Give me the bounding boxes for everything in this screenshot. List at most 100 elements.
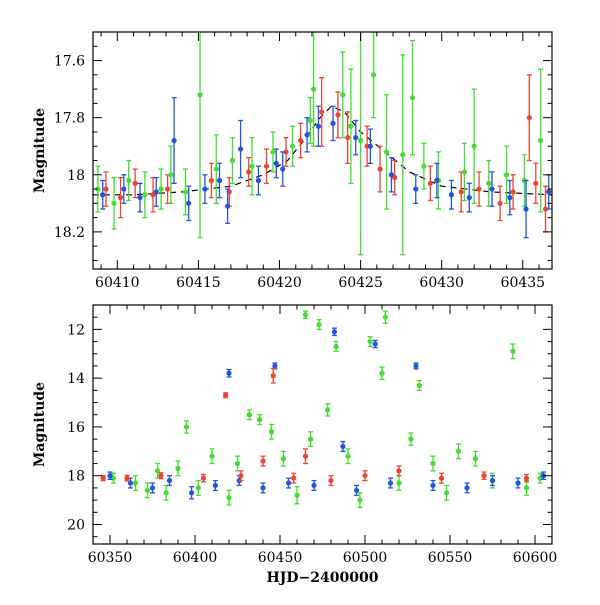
data-point-red <box>481 471 487 481</box>
point-marker <box>471 143 477 149</box>
point-marker <box>117 195 124 201</box>
x-tick-label: 60600 <box>513 550 558 566</box>
point-marker <box>195 485 201 491</box>
point-marker <box>208 177 214 184</box>
point-marker <box>144 487 150 493</box>
point-marker <box>507 195 513 201</box>
point-marker <box>325 407 331 413</box>
data-point-red <box>283 137 289 167</box>
point-marker <box>367 338 373 345</box>
y-tick-label: 18.2 <box>54 225 85 241</box>
data-point-red <box>458 171 464 213</box>
point-marker <box>408 436 414 442</box>
point-marker <box>421 163 427 169</box>
point-marker <box>330 120 336 126</box>
data-point-green <box>325 403 331 417</box>
data-point-green <box>234 455 241 472</box>
data-point-red <box>158 472 164 480</box>
data-point-green <box>268 423 275 440</box>
data-point-blue <box>107 471 113 481</box>
point-marker <box>223 392 229 398</box>
data-point-red <box>396 465 402 477</box>
point-marker <box>107 473 113 479</box>
data-point-red <box>238 470 244 482</box>
point-marker <box>340 443 346 450</box>
point-marker <box>331 329 337 335</box>
y-tick-label: 17.6 <box>54 54 85 70</box>
data-point-blue <box>523 179 529 239</box>
data-point-green <box>308 431 314 448</box>
point-marker <box>416 382 422 389</box>
data-point-red <box>165 174 171 204</box>
data-point-green <box>472 450 479 467</box>
data-point-blue <box>515 477 521 489</box>
point-marker <box>311 482 317 489</box>
point-marker <box>209 453 215 459</box>
data-point-red <box>392 159 398 196</box>
point-marker <box>515 480 521 486</box>
point-marker <box>182 189 189 195</box>
data-point-green <box>95 165 101 213</box>
data-point-blue <box>280 151 286 187</box>
bottom-panel-full-light-curve: 60350 60400 60450 60500 60550 60600 12 14 16 18 20… <box>32 304 558 586</box>
data-point-blue <box>340 440 346 452</box>
x-tick-label: 60500 <box>343 550 388 566</box>
data-point-blue <box>413 362 419 370</box>
point-marker <box>489 477 496 484</box>
point-marker <box>158 473 164 479</box>
data-point-green <box>461 142 468 202</box>
data-point-green <box>510 343 516 360</box>
data-point-green <box>142 171 148 219</box>
data-point-blue <box>189 486 195 500</box>
point-marker <box>158 186 164 192</box>
point-marker <box>340 92 346 98</box>
data-point-green <box>183 420 190 434</box>
data-point-red <box>335 91 341 139</box>
point-marker <box>434 177 440 184</box>
data-point-green <box>294 486 300 505</box>
point-marker <box>367 143 373 149</box>
point-marker <box>103 186 109 192</box>
data-point-red <box>124 474 130 482</box>
point-marker <box>111 200 117 206</box>
data-point-green <box>307 97 313 145</box>
point-marker <box>212 482 218 489</box>
data-point-blue <box>260 482 266 494</box>
point-marker <box>388 172 395 178</box>
point-marker <box>280 166 286 172</box>
data-point-green <box>357 492 363 509</box>
data-point-red <box>328 475 334 487</box>
data-point-blue <box>353 119 359 156</box>
point-marker <box>246 412 252 418</box>
data-point-red <box>117 176 124 219</box>
data-point-green <box>175 460 181 477</box>
data-point-green <box>182 168 189 216</box>
point-marker <box>238 473 244 479</box>
point-marker <box>400 152 406 158</box>
data-point-blue <box>226 368 232 378</box>
data-point-red <box>200 473 207 483</box>
series-red <box>100 367 530 487</box>
data-point-blue <box>489 171 495 207</box>
data-point-blue <box>216 162 223 199</box>
data-point-green <box>197 32 203 239</box>
data-layer <box>93 32 552 256</box>
x-axis-title: HJD−2400000 <box>267 570 379 586</box>
point-marker <box>270 373 276 379</box>
point-marker <box>476 186 482 192</box>
data-point-green <box>168 145 174 204</box>
data-point-red <box>510 174 516 210</box>
point-marker <box>533 180 539 186</box>
data-point-blue <box>304 117 310 153</box>
data-point-green <box>111 176 117 230</box>
point-marker <box>200 475 207 481</box>
data-point-red <box>208 162 214 199</box>
y-tick-label: 16 <box>67 420 85 436</box>
data-point-red <box>246 156 252 187</box>
y-axis-title: Magnitude <box>32 108 48 193</box>
series-red <box>103 74 549 233</box>
point-marker <box>285 480 292 486</box>
point-marker <box>307 117 313 124</box>
point-marker <box>464 485 470 491</box>
